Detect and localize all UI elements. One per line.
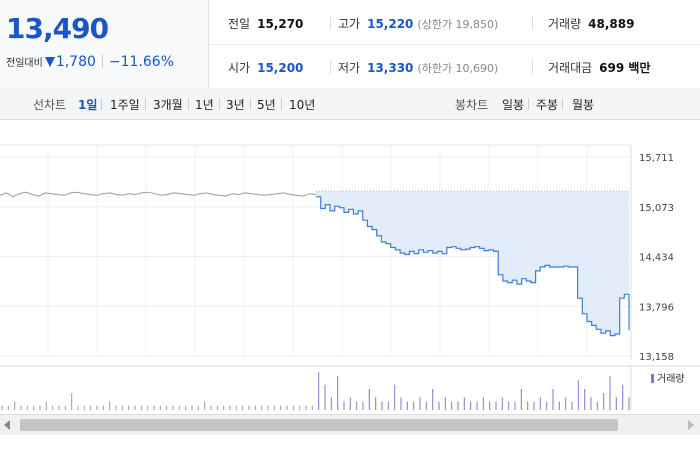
low-stat: 저가 13,330 (하한가 10,690) bbox=[338, 59, 498, 76]
series-area-intraday bbox=[316, 191, 629, 336]
low-value: 13,330 bbox=[367, 61, 414, 75]
divider bbox=[250, 98, 251, 110]
divider bbox=[219, 98, 220, 110]
y-tick-label: 13,158 bbox=[639, 352, 674, 363]
change-row: 전일대비 1,780 −11.66% bbox=[6, 54, 174, 70]
chart-toolbar: 선차트 1일 1주일 3개월 1년 3년 5년 10년 봉차트 일봉 주봉 월봉 bbox=[0, 88, 700, 120]
tab-monthly[interactable]: 월봉 bbox=[572, 98, 595, 112]
series-line-previous-day bbox=[0, 191, 317, 198]
tab-weekly[interactable]: 주봉 bbox=[536, 98, 559, 112]
volume-legend-swatch bbox=[651, 374, 654, 383]
amount-label: 거래대금 bbox=[548, 61, 593, 75]
divider bbox=[562, 98, 563, 110]
price-chart: 15,711 15,073 14,434 13,796 13,158 거래량 bbox=[0, 144, 700, 410]
divider bbox=[532, 16, 533, 30]
tab-1d[interactable]: 1일 bbox=[78, 98, 98, 112]
divider bbox=[532, 60, 533, 74]
divider bbox=[528, 98, 529, 110]
divider bbox=[101, 54, 103, 68]
current-price: 13,490 bbox=[6, 12, 109, 45]
down-arrow-icon bbox=[44, 57, 55, 67]
y-tick-label: 15,711 bbox=[639, 153, 674, 164]
scrollbar-thumb[interactable] bbox=[20, 419, 618, 431]
volume-value: 48,889 bbox=[588, 17, 635, 31]
tab-3y[interactable]: 3년 bbox=[226, 98, 245, 112]
amount-stat: 거래대금 699 백만 bbox=[548, 59, 650, 76]
lower-limit: (하한가 10,690) bbox=[417, 62, 499, 75]
series-line-intraday bbox=[316, 196, 630, 337]
tab-1y[interactable]: 1년 bbox=[195, 98, 214, 112]
upper-limit: (상한가 19,850) bbox=[417, 18, 499, 31]
change-percent: −11.66% bbox=[108, 54, 175, 70]
scroll-left-icon[interactable] bbox=[4, 420, 10, 430]
volume-label: 거래량 bbox=[548, 17, 582, 31]
volume-legend-label: 거래량 bbox=[657, 373, 685, 385]
line-chart-label: 선차트 bbox=[33, 98, 67, 112]
divider bbox=[330, 60, 331, 74]
volume-stat: 거래량 48,889 bbox=[548, 15, 634, 32]
divider bbox=[281, 98, 282, 110]
scroll-right-icon[interactable] bbox=[688, 420, 694, 430]
prev-close-stat: 전일 15,270 bbox=[228, 15, 303, 32]
tab-1w[interactable]: 1주일 bbox=[110, 98, 140, 112]
divider bbox=[188, 98, 189, 110]
tab-3m[interactable]: 3개월 bbox=[153, 98, 183, 112]
y-tick-label: 15,073 bbox=[639, 203, 674, 214]
high-label: 고가 bbox=[338, 17, 361, 31]
prev-close-value: 15,270 bbox=[257, 17, 304, 31]
y-tick-label: 14,434 bbox=[639, 253, 674, 264]
high-stat: 고가 15,220 (상한가 19,850) bbox=[338, 15, 498, 32]
amount-value: 699 백만 bbox=[599, 61, 651, 75]
tab-10y[interactable]: 10년 bbox=[289, 98, 316, 112]
low-label: 저가 bbox=[338, 61, 361, 75]
change-label: 전일대비 bbox=[6, 58, 43, 69]
tab-5y[interactable]: 5년 bbox=[257, 98, 276, 112]
candle-chart-label: 봉차트 bbox=[455, 98, 489, 112]
y-tick-label: 13,796 bbox=[639, 302, 674, 313]
high-value: 15,220 bbox=[367, 17, 414, 31]
open-value: 15,200 bbox=[257, 61, 304, 75]
quote-header: 13,490 전일대비 1,780 −11.66% 전일 15,270 고가 15,22… bbox=[0, 0, 700, 89]
open-stat: 시가 15,200 bbox=[228, 59, 303, 76]
current-price-panel: 13,490 전일대비 1,780 −11.66% bbox=[0, 0, 209, 88]
prev-close-label: 전일 bbox=[228, 17, 251, 31]
open-label: 시가 bbox=[228, 61, 251, 75]
change-value: 1,780 bbox=[55, 54, 96, 70]
divider bbox=[101, 98, 102, 110]
tab-daily[interactable]: 일봉 bbox=[502, 98, 525, 112]
divider bbox=[209, 44, 700, 45]
chart-scrollbar[interactable] bbox=[0, 414, 700, 435]
divider bbox=[330, 16, 331, 30]
divider bbox=[145, 98, 146, 110]
